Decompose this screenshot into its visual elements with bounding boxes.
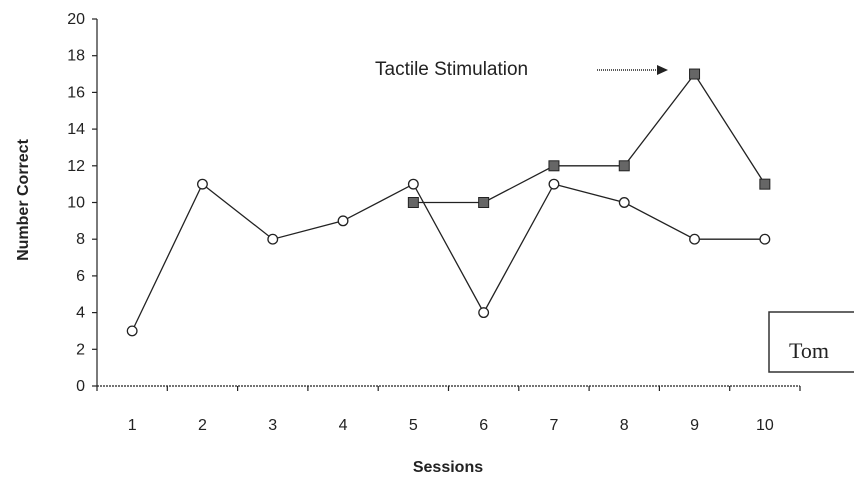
series-2-point-8 [618, 160, 630, 172]
series-1-point-4 [337, 215, 349, 227]
series-1-point-10 [759, 233, 771, 245]
y-axis-title: Number Correct [15, 138, 32, 260]
x-tick-label-2: 2 [198, 417, 207, 434]
series-1-point-6 [478, 307, 490, 319]
series-2-line [413, 72, 766, 204]
legend-box [768, 311, 854, 373]
series-2-point-5 [407, 197, 419, 208]
y-tick-label-2: 2 [76, 341, 85, 358]
x-tick-label-8: 8 [620, 417, 629, 434]
y-tick-label-10: 10 [67, 195, 85, 212]
y-tick-label-12: 12 [67, 158, 85, 175]
x-tick-label-7: 7 [549, 417, 558, 434]
annotation-arrow-head [657, 65, 668, 75]
y-tick-label-6: 6 [76, 268, 85, 285]
series-1-point-7 [548, 178, 560, 190]
series-1-point-8 [618, 197, 630, 208]
annotation-text: Tactile Stimulation [375, 59, 528, 80]
x-tick-label-5: 5 [409, 417, 418, 434]
y-tick-label-18: 18 [67, 48, 85, 65]
legend: Tom [768, 311, 854, 373]
series-1-point-5 [407, 178, 419, 190]
x-tick-label-4: 4 [339, 417, 348, 434]
legend-label: Tom [789, 338, 829, 363]
x-axis-title: Sessions [413, 459, 483, 476]
series-lines [131, 72, 766, 332]
y-tick-label-0: 0 [76, 378, 85, 395]
y-tick-label-14: 14 [67, 121, 85, 138]
series-1-point-2 [196, 178, 208, 190]
series-1-line [131, 183, 765, 332]
series-2-point-9 [689, 68, 701, 80]
annotation: Tactile Stimulation [375, 59, 668, 80]
series-1-point-3 [267, 233, 279, 245]
series-2-point-10 [759, 178, 771, 190]
series-1-point-1 [126, 325, 138, 337]
y-tick-label-16: 16 [67, 84, 85, 101]
x-tick-label-3: 3 [268, 417, 277, 434]
x-tick-label-9: 9 [690, 417, 699, 434]
data-markers [126, 68, 771, 337]
series-2-point-7 [548, 160, 560, 172]
y-tick-label-8: 8 [76, 231, 85, 248]
x-tick-label-10: 10 [756, 417, 774, 434]
x-tick-label-6: 6 [479, 417, 488, 434]
series-2-point-6 [478, 197, 490, 208]
y-tick-label-20: 20 [67, 11, 85, 28]
y-tick-label-4: 4 [76, 305, 85, 322]
x-tick-label-1: 1 [128, 417, 137, 434]
series-1-point-9 [689, 233, 701, 245]
